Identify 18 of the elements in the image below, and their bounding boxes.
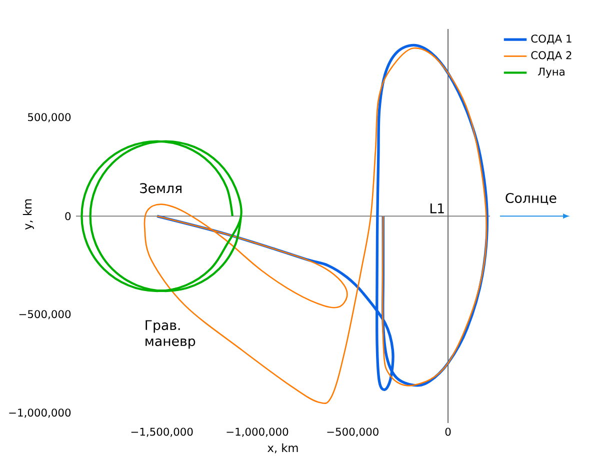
legend-label: Луна	[538, 68, 564, 78]
y-tick-label: 0	[65, 212, 71, 220]
x-axis-title: x, km	[268, 443, 298, 454]
legend-label: СОДА 2	[531, 51, 572, 61]
annotation: L1	[430, 203, 444, 214]
x-tick-label: −500,000	[327, 428, 378, 437]
y-tick-label: 500,000	[28, 113, 71, 122]
text: Солнце	[506, 192, 556, 205]
line-series	[80, 140, 242, 292]
x-tick-label: −1,500,000	[131, 428, 193, 437]
x-tick-label: 0	[445, 428, 451, 436]
x-tick-label: −1,000,000	[226, 428, 288, 437]
annotation: Земля	[140, 183, 182, 194]
annotation: Грав. маневр	[146, 320, 196, 349]
legend-label: СОДА 1	[531, 34, 572, 44]
y-axis-title: y, km	[22, 199, 34, 230]
y-tick-label: −1,000,000	[9, 408, 71, 418]
y-tick-label: −500,000	[19, 310, 71, 320]
